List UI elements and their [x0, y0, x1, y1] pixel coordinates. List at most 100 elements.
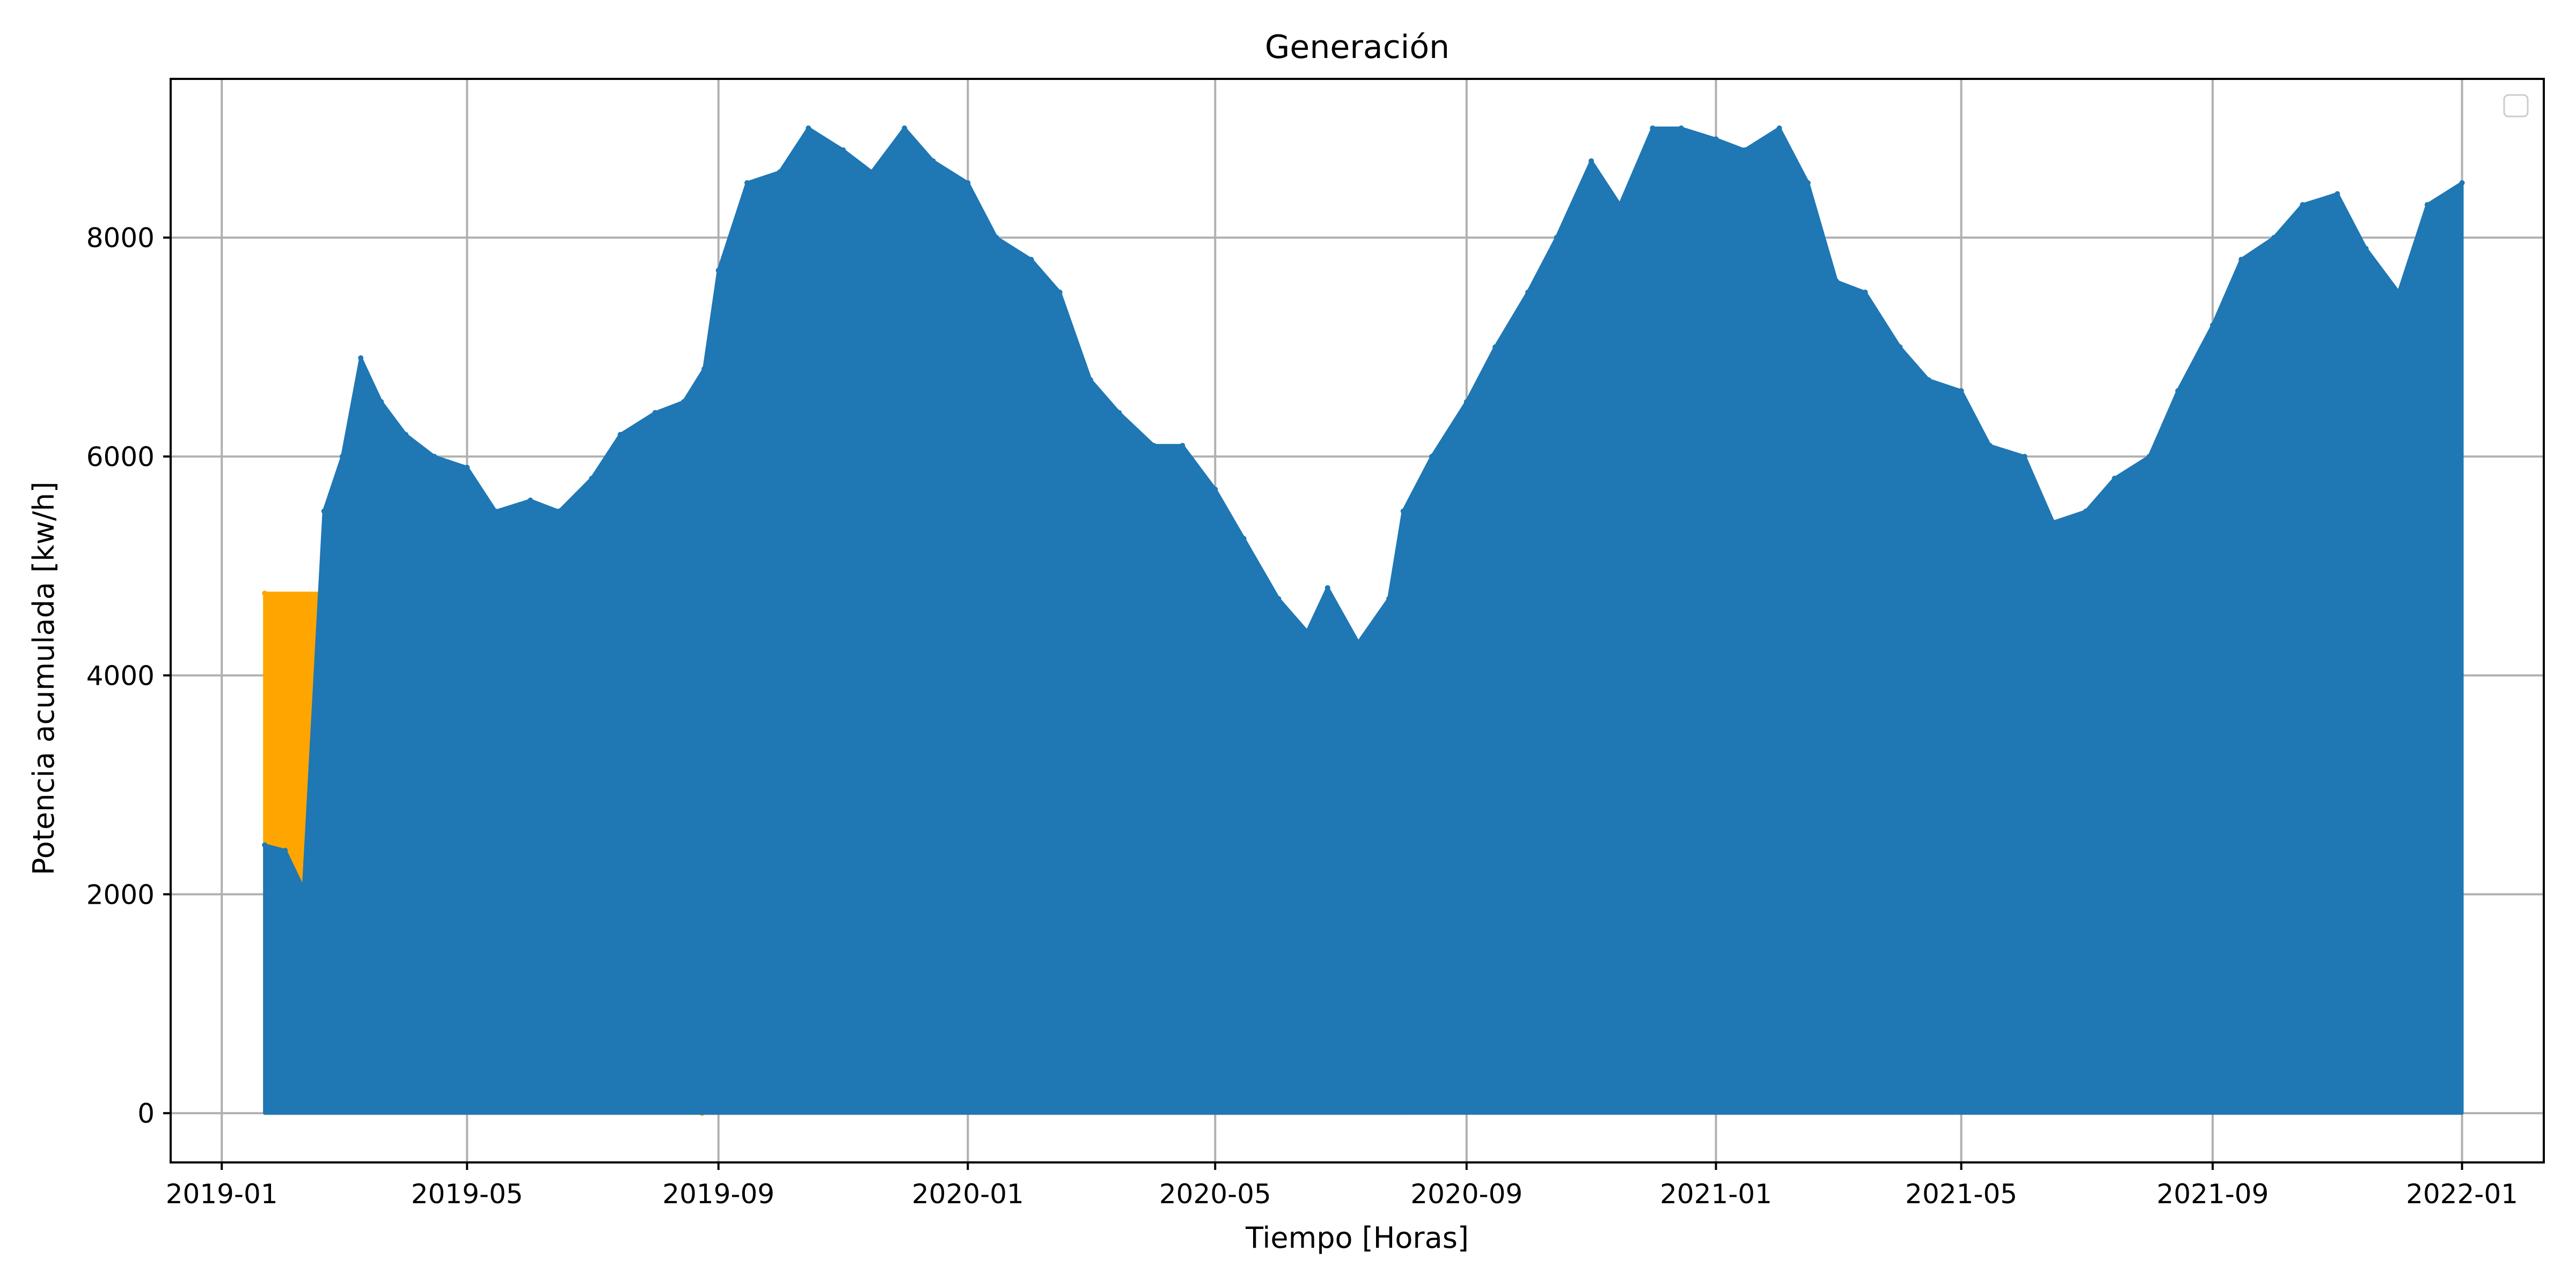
x-tick-label: 2020-05: [1159, 1179, 1271, 1210]
series-1-point: [556, 508, 562, 514]
x-tick-label: 2021-09: [2157, 1179, 2269, 1210]
series-1-point: [321, 508, 327, 514]
series-1-point: [701, 366, 707, 372]
series-1-point: [1355, 640, 1361, 646]
legend-box: [2503, 94, 2529, 118]
series-1-point: [1741, 147, 1747, 153]
series-1-point: [2300, 202, 2306, 208]
series-1-point: [617, 431, 623, 437]
x-tick-label: 2020-09: [1410, 1179, 1523, 1210]
series-1-point: [652, 410, 658, 416]
x-tick-label: 2022-01: [2406, 1179, 2518, 1210]
series-group: [262, 125, 2465, 1116]
series-1-point: [1212, 486, 1218, 492]
series-1-point: [464, 464, 470, 470]
series-1-point: [930, 158, 936, 164]
series-1-point: [1926, 377, 1931, 383]
series-1-point: [2146, 453, 2152, 459]
series-1-point: [2112, 475, 2118, 481]
series-1-point: [2238, 257, 2244, 262]
series-1-point: [2175, 388, 2181, 394]
series-1-point: [1589, 158, 1594, 164]
series-1-point: [1180, 443, 1185, 449]
series-1-point: [1087, 377, 1093, 383]
series-1-point: [1386, 596, 1392, 602]
series-1-point: [2050, 519, 2056, 525]
series-1-point: [1241, 536, 1247, 541]
series-1-point: [2363, 246, 2369, 252]
series-1-point: [1554, 235, 1560, 240]
series-1-point: [2209, 322, 2215, 328]
series-1-point: [589, 475, 595, 481]
series-1-point: [493, 508, 499, 514]
series-1-point: [301, 886, 306, 892]
series-0-point: [262, 590, 268, 596]
series-1-point: [1492, 344, 1498, 350]
series-1-point: [1650, 125, 1656, 131]
series-1-point: [262, 842, 268, 848]
series-1-point: [1429, 453, 1435, 459]
series-1-point: [2396, 289, 2402, 295]
y-tick-label: 4000: [86, 660, 155, 691]
series-1-point: [965, 180, 971, 186]
series-1-point: [1862, 289, 1868, 295]
series-1-point: [378, 399, 384, 405]
series-1-point: [403, 431, 409, 437]
series-1-point: [2424, 202, 2430, 208]
x-tick-label: 2021-01: [1660, 1179, 1772, 1210]
series-1-point: [1834, 279, 1840, 284]
y-tick-label: 2000: [86, 879, 155, 910]
series-1-point: [1678, 125, 1684, 131]
y-axis-label: Potencia acumulada [kw/h]: [27, 481, 61, 875]
y-tick-label: 8000: [86, 223, 155, 254]
series-1-point: [2334, 191, 2340, 197]
x-tick-label: 2019-05: [411, 1179, 523, 1210]
series-1-point: [1776, 125, 1782, 131]
y-tick-label: 0: [137, 1098, 155, 1129]
series-1-point: [1304, 628, 1310, 634]
chart-title: Generación: [1265, 28, 1450, 66]
series-1-point: [777, 169, 783, 175]
series-1-point: [1028, 257, 1034, 262]
series-1-point: [744, 180, 750, 186]
series-1-point: [1324, 585, 1330, 591]
series-1-point: [339, 453, 345, 459]
series-1-point: [431, 453, 437, 459]
series-1-point: [1151, 443, 1157, 449]
series-1-point: [358, 355, 364, 361]
series-1-point: [840, 147, 846, 153]
series-1-point: [1463, 399, 1469, 405]
series-1-point: [681, 399, 687, 405]
series-1-point: [1805, 180, 1811, 186]
series-1-point: [1400, 508, 1406, 514]
series-1-point: [1116, 410, 1122, 416]
series-1-point: [2083, 508, 2089, 514]
series-1-point: [806, 125, 811, 131]
x-tick-label: 2020-01: [912, 1179, 1024, 1210]
series-1-point: [1958, 388, 1964, 394]
series-1-point: [1617, 202, 1623, 208]
series-1-point: [1897, 344, 1903, 350]
plot-area: 2019-01 2019-05 2019-09 2020-01 2020-05 2020-…: [86, 78, 2545, 1210]
series-1-point: [902, 125, 908, 131]
axes-frame: [170, 78, 2545, 1163]
x-axis-label: Tiempo [Horas]: [1245, 1221, 1469, 1255]
series-1-point: [2459, 180, 2465, 186]
series-1-point: [869, 169, 875, 175]
x-tick-label: 2021-05: [1905, 1179, 2017, 1210]
series-1-point: [1276, 596, 1282, 602]
series-1-point: [993, 235, 999, 240]
series-1-point: [1057, 289, 1063, 295]
x-tick-label: 2019-09: [662, 1179, 774, 1210]
y-tick-label: 6000: [86, 442, 155, 473]
series-1-point: [1713, 136, 1719, 142]
series-1-point: [2022, 453, 2028, 459]
series-1-point: [715, 267, 721, 273]
series-1-point: [282, 847, 288, 853]
series-1-point: [1525, 289, 1531, 295]
x-tick-label: 2019-01: [166, 1179, 278, 1210]
series-1-point: [2271, 235, 2277, 240]
series-1-point: [1987, 443, 1993, 449]
series-1-point: [528, 497, 533, 503]
